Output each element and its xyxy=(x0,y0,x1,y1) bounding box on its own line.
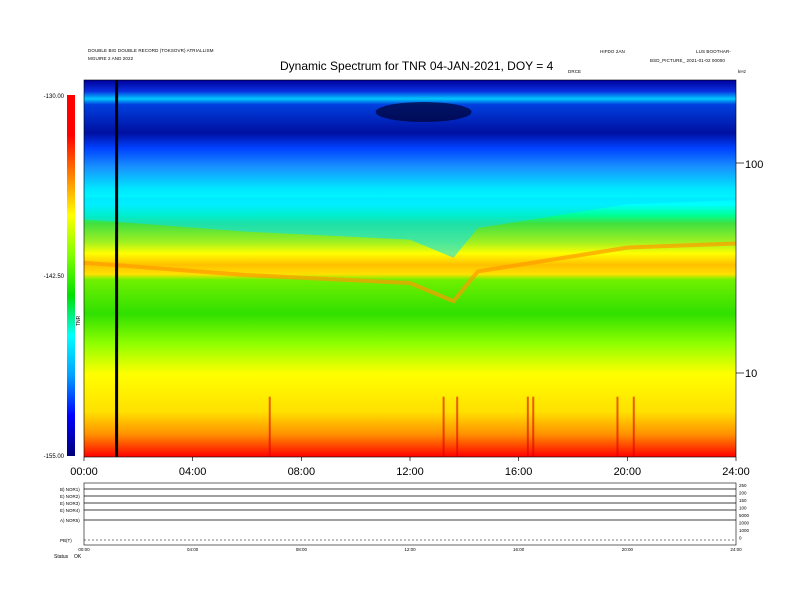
y-tick-10: 10 xyxy=(745,368,757,380)
spectrogram-features xyxy=(83,102,737,457)
housekeeping-x-tick: 24:00 xyxy=(730,547,742,552)
housekeeping-label: B) NOR1) xyxy=(60,487,80,492)
status-value: OK xyxy=(74,554,82,560)
housekeeping-label: E) NOR3) xyxy=(60,501,80,506)
burst-streak xyxy=(616,396,619,457)
emission-band xyxy=(83,241,737,304)
header-right-units: kHz xyxy=(738,69,747,74)
header-center-small2: DRCE xyxy=(568,69,582,74)
colorbar-label: TNR xyxy=(76,315,82,326)
y-axis-right: 100 10 xyxy=(736,159,763,380)
x-tick-label: 24:00 xyxy=(722,466,750,478)
burst-streak xyxy=(456,396,459,457)
y-tick-100: 100 xyxy=(745,159,763,171)
x-tick-label: 20:00 xyxy=(614,466,642,478)
x-tick-label: 08:00 xyxy=(288,466,316,478)
header-left-line2: MGUIRE 2 AND 2022 xyxy=(88,56,134,61)
housekeeping-x-tick: 04:00 xyxy=(187,547,199,552)
housekeeping-label: A) NOR5) xyxy=(60,518,80,523)
status-label: Status xyxy=(54,554,69,560)
housekeeping-labels: B) NOR1) E) NOR2) E) NOR3) E) NOR4) A) NOR5)… xyxy=(60,483,750,543)
absorption-patch xyxy=(375,102,472,122)
spectrogram-body xyxy=(84,80,736,457)
housekeeping-frame xyxy=(83,482,737,546)
housekeeping-right-label: 0 xyxy=(739,536,742,541)
housekeeping-x-tick: 16:00 xyxy=(513,547,525,552)
x-tick-label: 00:00 xyxy=(70,466,98,478)
burst-streak xyxy=(442,396,445,457)
housekeeping-x-tick: 08:00 xyxy=(296,547,308,552)
housekeeping-label: E) NOR4) xyxy=(60,508,80,513)
housekeeping-x-tick: 12:00 xyxy=(404,547,416,552)
burst-streak xyxy=(532,396,535,457)
colorbar xyxy=(67,95,75,456)
housekeeping-x-axis: 00:00 04:00 08:00 12:00 16:00 20:00 24:00 xyxy=(78,547,742,552)
burst-streak xyxy=(268,396,271,457)
housekeeping-label: E) NOR2) xyxy=(60,494,80,499)
burst-streak xyxy=(632,396,635,457)
cyan-region xyxy=(84,197,736,258)
marker-line xyxy=(115,80,119,457)
colorbar-tick-top: -130.00 xyxy=(44,94,65,100)
colorbar-tick-bottom: -155.00 xyxy=(44,454,65,460)
burst-streak xyxy=(526,396,529,457)
header-right-small2: BSD_PICTURE_ 2021-01-02 00000 xyxy=(650,58,725,63)
housekeeping-right-label: 250 xyxy=(739,483,747,488)
housekeeping-x-tick: 00:00 xyxy=(78,547,90,552)
x-axis: 00:00 04:00 08:00 12:00 16:00 20:00 24:00 xyxy=(70,457,750,478)
colorbar-tick-mid: -142.50 xyxy=(44,274,65,280)
housekeeping-right-label: 1000 xyxy=(739,528,750,533)
x-tick-label: 16:00 xyxy=(505,466,533,478)
housekeeping-right-label: 200 xyxy=(739,491,747,496)
housekeeping-label: PB(T) xyxy=(60,538,72,543)
header-left-line1: DOUBLE BIG DOUBLE RECORD (TOKSOVR) ATRIA… xyxy=(88,48,214,53)
housekeeping-traces xyxy=(84,488,736,541)
header-right-small1: LUS BOOTHAR- xyxy=(696,49,731,54)
housekeeping-x-tick: 20:00 xyxy=(622,547,634,552)
x-tick-label: 12:00 xyxy=(396,466,424,478)
housekeeping-right-label: 2000 xyxy=(739,521,750,526)
x-tick-label: 04:00 xyxy=(179,466,207,478)
housekeeping-right-label: 5000 xyxy=(739,513,750,518)
chart-title: Dynamic Spectrum for TNR 04-JAN-2021, DO… xyxy=(280,59,554,73)
housekeeping-right-label: 150 xyxy=(739,498,747,503)
housekeeping-right-label: 100 xyxy=(739,506,747,511)
header-center-small: HIFDO 2AN xyxy=(600,49,625,54)
